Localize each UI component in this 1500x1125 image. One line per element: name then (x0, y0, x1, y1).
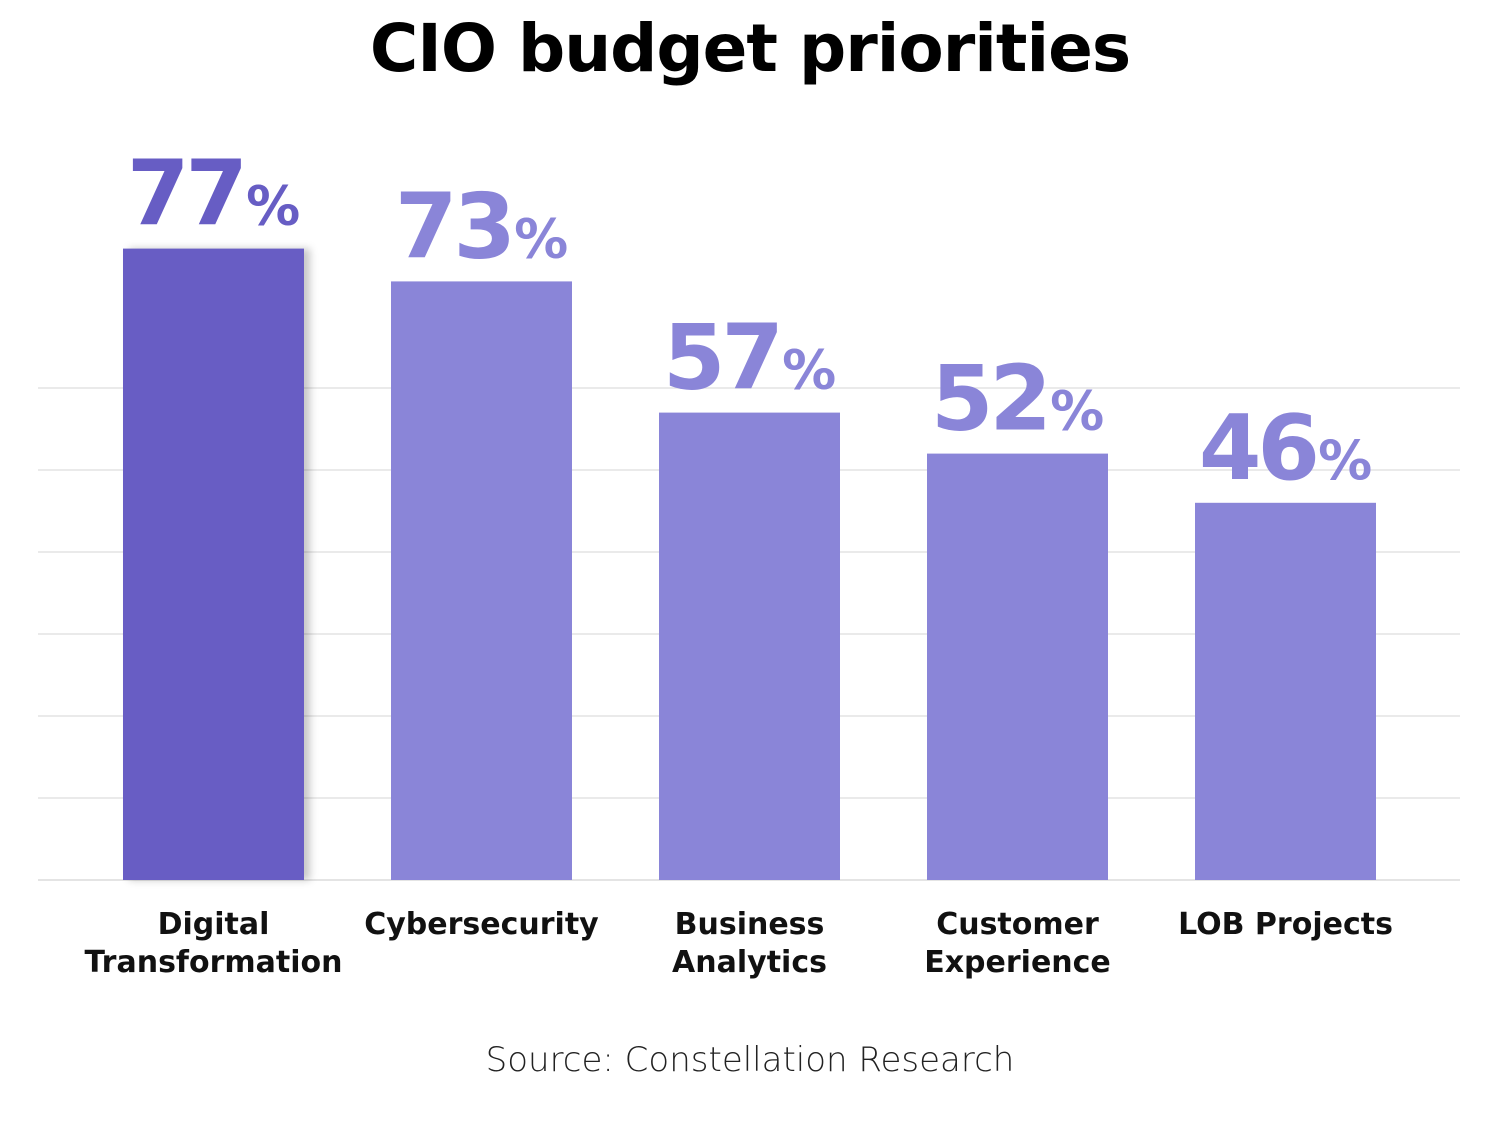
category-label-3: Business Analytics (672, 907, 827, 980)
value-percent-sign: % (782, 339, 836, 402)
value-number: 57 (663, 306, 780, 411)
value-percent-sign: % (1050, 380, 1104, 443)
value-label-1: 77% (127, 142, 300, 247)
value-label-3: 57% (663, 306, 836, 411)
bar-5 (1195, 502, 1376, 880)
source-note: Source: Constellation Research (485, 1040, 1015, 1080)
category-label-1: Digital Transformation (84, 907, 343, 980)
chart-title: CIO budget priorities (369, 10, 1131, 87)
value-number: 46 (1199, 396, 1316, 501)
value-percent-sign: % (246, 175, 300, 238)
category-label-5: LOB Projects (1178, 907, 1393, 942)
bar-2 (391, 281, 572, 880)
category-label-4: Customer Experience (924, 907, 1111, 980)
value-number: 73 (395, 174, 512, 279)
bars (123, 248, 1376, 881)
bar-1 (123, 248, 304, 881)
bar-3 (659, 412, 840, 880)
bar-4 (927, 453, 1108, 880)
value-label-4: 52% (931, 347, 1104, 452)
value-percent-sign: % (1318, 429, 1372, 492)
value-label-5: 46% (1199, 396, 1372, 501)
value-number: 52 (931, 347, 1048, 452)
value-labels: 77% 73%57% 52% 46% (127, 142, 1372, 501)
value-percent-sign: % (514, 207, 568, 270)
value-number: 77 (127, 142, 244, 247)
value-label-2: 73% (395, 174, 568, 279)
category-label-2: Cybersecurity (364, 907, 599, 942)
